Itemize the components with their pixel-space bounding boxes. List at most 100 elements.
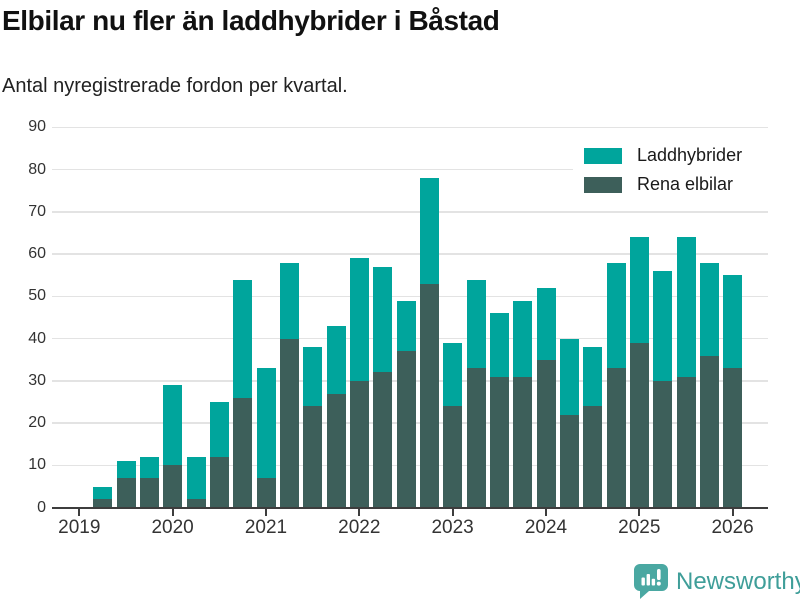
bar-segment-laddhybrider [699, 262, 719, 356]
bar-segment-rena-elbilar [653, 380, 673, 508]
y-axis-label: 90 [28, 118, 46, 136]
y-axis-label: 40 [28, 329, 46, 347]
bar-segment-rena-elbilar [396, 351, 416, 508]
footer-brand: Newsworthy [634, 564, 800, 599]
bar-segment-rena-elbilar [419, 283, 439, 508]
x-axis-tick [638, 509, 641, 516]
bar-segment-laddhybrider [559, 338, 579, 415]
legend: Laddhybrider Rena elbilar [573, 139, 769, 203]
gridline [52, 295, 768, 298]
x-axis-tick [78, 509, 81, 516]
chart-subtitle: Antal nyregistrerade fordon per kvartal. [2, 75, 348, 97]
bar-segment-laddhybrider [186, 457, 206, 500]
x-axis-tick [358, 509, 361, 516]
x-axis-tick [451, 509, 454, 516]
legend-row-laddhybrider: Laddhybrider [573, 141, 769, 170]
newsworthy-logo-icon [634, 564, 668, 599]
gridline [52, 253, 768, 255]
x-axis-tick [171, 509, 174, 516]
legend-row-rena-elbilar: Rena elbilar [573, 170, 769, 199]
bar-segment-laddhybrider [466, 279, 486, 369]
x-axis-tick [545, 509, 547, 516]
x-axis-label: 2025 [618, 517, 661, 538]
bar-segment-laddhybrider [233, 279, 253, 398]
y-axis-label: 60 [28, 245, 46, 263]
bar-segment-rena-elbilar [559, 414, 579, 508]
y-axis-label: 70 [28, 202, 46, 220]
bar-segment-laddhybrider [419, 178, 439, 284]
bar-segment-rena-elbilar [536, 359, 556, 508]
bar-segment-rena-elbilar [186, 499, 206, 508]
bar-segment-rena-elbilar [513, 376, 533, 508]
bar-segment-laddhybrider [443, 342, 463, 407]
bar-segment-rena-elbilar [233, 397, 253, 508]
bar-segment-laddhybrider [583, 347, 603, 407]
rena-elbilar-swatch-icon [584, 176, 622, 193]
x-axis-label: 2021 [244, 517, 288, 538]
gridline [52, 126, 768, 129]
bar-segment-rena-elbilar [209, 457, 229, 508]
legend-label: Laddhybrider [637, 145, 743, 165]
bar-segment-rena-elbilar [723, 368, 743, 508]
bar-segment-rena-elbilar [139, 478, 159, 508]
x-axis-label: 2026 [711, 517, 754, 538]
x-axis-label: 2023 [431, 517, 474, 538]
bar-segment-laddhybrider [303, 347, 323, 407]
bar-segment-laddhybrider [653, 271, 673, 381]
bar-segment-rena-elbilar [256, 478, 276, 508]
bar-segment-rena-elbilar [583, 406, 603, 508]
y-axis-label: 20 [28, 414, 46, 432]
bar-segment-laddhybrider [373, 266, 393, 373]
bar-segment-rena-elbilar [373, 372, 393, 508]
bar-segment-laddhybrider [349, 258, 369, 381]
bar-segment-rena-elbilar [676, 376, 696, 508]
bar-segment-laddhybrider [256, 368, 276, 479]
y-axis-label: 10 [28, 456, 46, 474]
bar-segment-laddhybrider [536, 287, 556, 360]
bar-segment-laddhybrider [93, 486, 113, 500]
bar-segment-rena-elbilar [303, 406, 323, 508]
bar-segment-rena-elbilar [443, 406, 463, 508]
bar-segment-rena-elbilar [629, 342, 649, 508]
bar-segment-rena-elbilar [93, 499, 113, 508]
x-axis-line [52, 506, 768, 510]
bar-segment-laddhybrider [723, 275, 743, 369]
bar-segment-laddhybrider [163, 385, 183, 466]
y-axis-label: 50 [28, 287, 46, 305]
y-axis-label: 0 [37, 498, 46, 516]
bar-segment-rena-elbilar [489, 376, 509, 508]
bar-segment-rena-elbilar [699, 355, 719, 508]
bar-segment-rena-elbilar [606, 368, 626, 508]
bar-segment-rena-elbilar [466, 368, 486, 508]
bar-segment-rena-elbilar [163, 465, 183, 508]
x-axis-tick [731, 509, 734, 516]
y-axis-label: 30 [28, 371, 46, 389]
bar-segment-laddhybrider [629, 237, 649, 343]
bar-segment-laddhybrider [139, 457, 159, 479]
bar-segment-laddhybrider [209, 402, 229, 457]
x-axis-tick [265, 509, 267, 516]
y-axis-label: 80 [28, 160, 46, 178]
chart-title: Elbilar nu fler än laddhybrider i Båstad [2, 5, 500, 36]
gridline [52, 168, 768, 171]
footer-brand-text: Newsworthy [676, 567, 800, 595]
x-axis-label: 2019 [58, 517, 101, 538]
bar-segment-laddhybrider [606, 262, 626, 369]
bar-segment-laddhybrider [513, 300, 533, 377]
x-axis-label: 2022 [338, 517, 381, 538]
bar-segment-laddhybrider [326, 326, 346, 394]
gridline [52, 211, 768, 213]
bar-segment-laddhybrider [279, 262, 299, 339]
bar-segment-rena-elbilar [279, 338, 299, 508]
legend-label: Rena elbilar [637, 174, 734, 194]
bar-segment-rena-elbilar [116, 478, 136, 508]
bar-segment-rena-elbilar [326, 393, 346, 508]
bar-segment-rena-elbilar [349, 380, 369, 508]
bar-segment-laddhybrider [489, 313, 509, 377]
laddhybrider-swatch-icon [584, 147, 622, 164]
bar-segment-laddhybrider [396, 300, 416, 352]
x-axis-label: 2020 [151, 517, 194, 538]
x-axis-label: 2024 [524, 517, 568, 538]
bar-segment-laddhybrider [116, 461, 136, 479]
